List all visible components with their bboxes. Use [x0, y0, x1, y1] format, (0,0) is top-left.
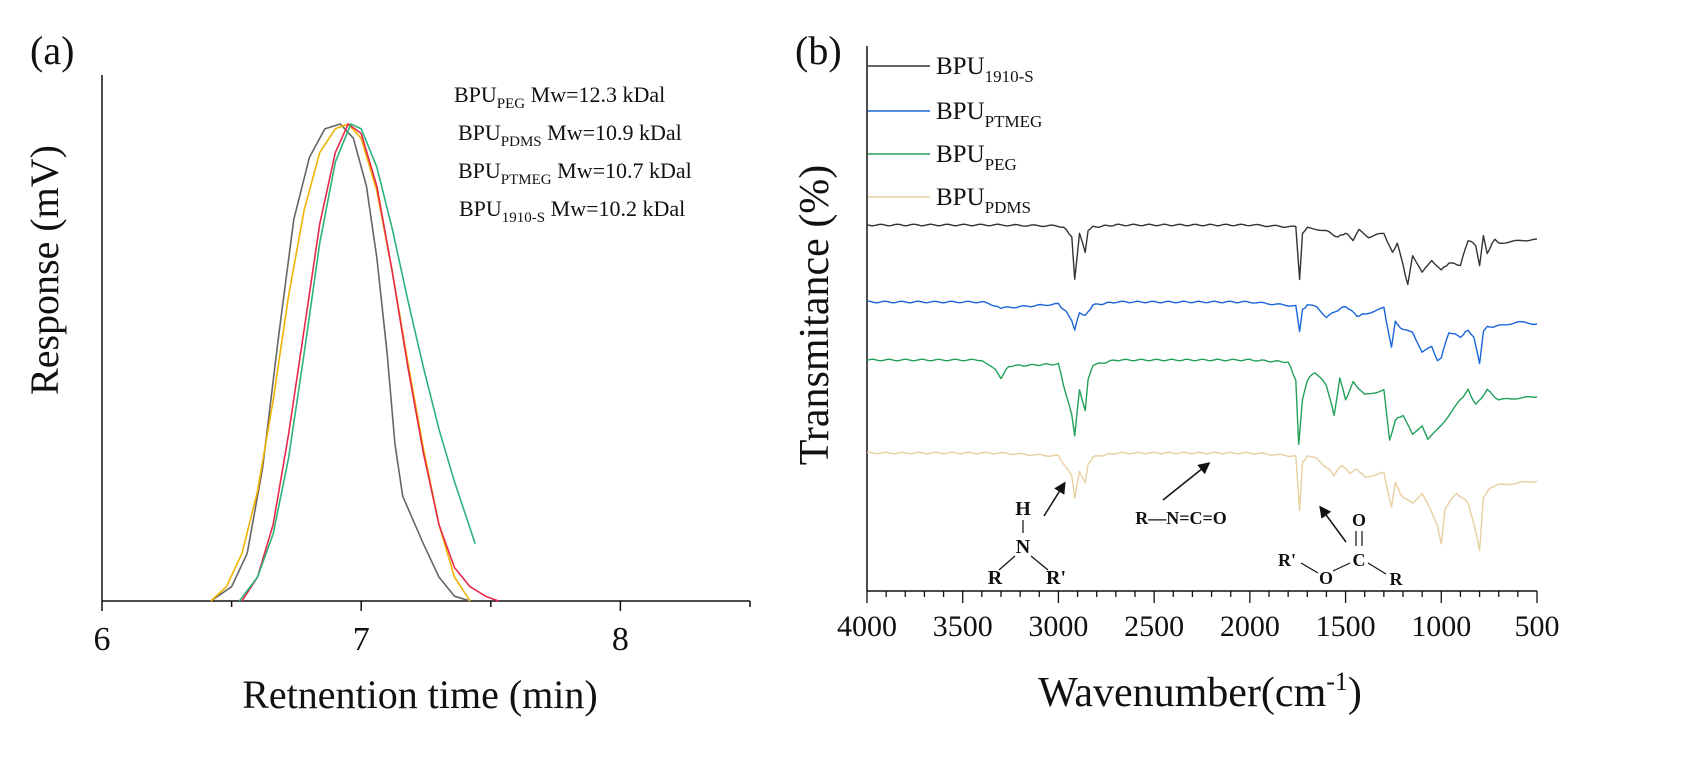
nh-r-group: R — [988, 567, 1003, 589]
x-tick-label-8: 8 — [612, 621, 629, 658]
panel-b-x-tick-labels: 4000 3500 3000 2500 2000 1500 1000 500 — [837, 610, 1560, 643]
wn-tick-label-500: 500 — [1515, 610, 1560, 643]
wn-tick-label-1500: 1500 — [1316, 610, 1376, 643]
panel-a-curves — [210, 123, 499, 602]
arrow-nh — [1043, 481, 1066, 517]
ester-structure: O C O R' R — [1278, 510, 1404, 589]
legend-label-1910-s: BPU1910-S — [936, 53, 1034, 86]
wn-tick-label-3000: 3000 — [1028, 610, 1088, 643]
ester-r-group: R — [1390, 569, 1404, 589]
wn-tick-label-4000: 4000 — [837, 610, 897, 643]
legend-entry-ptmeg: BPUPTMEG Mw=10.7 kDal — [458, 158, 692, 188]
legend-label-pdms: BPUPDMS — [936, 184, 1031, 217]
ester-c-atom: C — [1353, 550, 1366, 570]
nh-n-atom: N — [1016, 536, 1031, 558]
wn-tick-label-2500: 2500 — [1124, 610, 1184, 643]
panel-a: (a) 6 7 8 Retnention time (min) Response (… — [22, 28, 751, 717]
ester-r-prime-group: R' — [1278, 550, 1296, 570]
curve-ptmeg — [241, 123, 499, 602]
curve-1910-s — [238, 123, 476, 602]
panel-a-x-label: Retnention time (min) — [242, 672, 598, 717]
ester-bond-co — [1332, 562, 1351, 572]
nco-structure: R—N=C=O — [1135, 508, 1227, 528]
panel-b: (b) 4000 3500 3000 2500 2000 1500 1000 500 BPU1… — [792, 28, 1560, 716]
ester-carbonyl-o: O — [1352, 510, 1366, 530]
spectrum-pdms — [866, 451, 1538, 552]
panel-a-y-label: Response (mV) — [22, 145, 67, 395]
panel-b-x-label: Wavenumber(cm-1) — [1038, 667, 1362, 716]
nh-h-atom: H — [1015, 498, 1031, 520]
spectrum-ptmeg — [867, 300, 1538, 365]
nh-bond-left — [998, 555, 1016, 571]
spectrum-1910-s — [866, 223, 1538, 286]
arrow-nco — [1162, 462, 1211, 501]
panel-b-legend: BPU1910-S BPUPTMEG BPUPEG BPUPDMS — [868, 53, 1042, 217]
nh-r-prime-group: R' — [1046, 567, 1066, 589]
curve-pdms — [210, 123, 471, 602]
legend-label-peg: BPUPEG — [936, 141, 1017, 174]
panel-a-x-ticks — [101, 601, 751, 611]
x-tick-label-6: 6 — [94, 621, 111, 658]
curve-peg — [210, 123, 471, 602]
legend-entry-1910-s: BPU1910-S Mw=10.2 kDal — [459, 196, 685, 226]
arrow-ester — [1319, 505, 1347, 543]
wn-tick-label-1000: 1000 — [1411, 610, 1471, 643]
panel-a-x-tick-labels: 6 7 8 — [94, 621, 629, 658]
panel-a-legend: BPUPEG Mw=12.3 kDal BPUPDMS Mw=10.9 kDal B… — [454, 82, 692, 226]
ester-o-atom: O — [1319, 568, 1333, 588]
panel-b-y-label: Transmitance (%) — [792, 165, 838, 466]
panel-b-label: (b) — [795, 28, 842, 73]
wn-tick-label-3500: 3500 — [933, 610, 993, 643]
nh-bond-right — [1030, 555, 1049, 571]
legend-label-ptmeg: BPUPTMEG — [936, 98, 1042, 131]
legend-entry-pdms: BPUPDMS Mw=10.9 kDal — [458, 120, 682, 150]
spectrum-peg — [866, 358, 1538, 446]
ester-bond-or — [1300, 562, 1319, 574]
panel-a-label: (a) — [30, 28, 74, 73]
ester-bond-cr — [1367, 562, 1387, 575]
x-tick-label-7: 7 — [353, 621, 370, 658]
annotation-arrows — [1043, 462, 1347, 543]
panel-b-spectra — [866, 223, 1538, 552]
legend-entry-peg: BPUPEG Mw=12.3 kDal — [454, 82, 665, 112]
panel-b-x-ticks — [866, 591, 1538, 603]
nh-structure: H N R R' — [988, 498, 1066, 589]
wn-tick-label-2000: 2000 — [1220, 610, 1280, 643]
